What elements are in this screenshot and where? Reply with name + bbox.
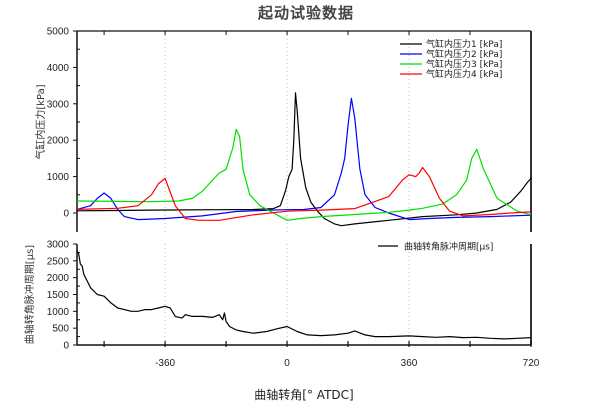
y-tick-label: 0 (63, 341, 69, 352)
x-tick-label: 720 (523, 358, 540, 369)
y-axis-label-lower: 曲轴转角脉冲周期[μs] (23, 245, 36, 344)
y-tick-label: 3000 (47, 99, 70, 110)
chart-title: 起动试验数据 (257, 4, 354, 22)
y-axis-label-upper: 气缸内压力[kPa] (34, 84, 47, 159)
y-tick-label: 1000 (47, 172, 70, 183)
y-tick-label: 1000 (47, 307, 70, 318)
series-line-3 (76, 128, 532, 221)
legend-label: 气缸内压力4 [kPa] (426, 68, 502, 80)
y-tick-label: 2000 (47, 136, 70, 147)
x-tick-label: 0 (284, 358, 290, 369)
legend-label: 气缸内压力2 [kPa] (426, 48, 502, 60)
y-tick-label: 1500 (47, 290, 70, 301)
legend-label: 曲轴转角脉冲周期[μs] (404, 241, 493, 253)
y-tick-label: 2000 (47, 273, 70, 284)
series-line-4 (76, 166, 532, 221)
legend-label: 气缸内压力3 [kPa] (426, 58, 502, 70)
y-tick-label: 0 (63, 209, 69, 220)
x-tick-label: -360 (155, 358, 175, 369)
x-tick-label: 360 (401, 358, 418, 369)
y-tick-label: 4000 (47, 63, 70, 74)
y-tick-label: 3000 (47, 240, 70, 251)
series-line-1 (76, 92, 532, 227)
legend-label: 气缸内压力1 [kPa] (426, 38, 502, 50)
y-tick-label: 5000 (47, 27, 70, 38)
lower-plot-pulse-period: 0 500 1000 1500 2000 2500 3000 -360 0 360 720 曲轴转角脉… (23, 240, 540, 370)
y-tick-label: 2500 (47, 256, 70, 267)
series-line-2 (76, 97, 532, 221)
y-tick-label: 500 (52, 324, 69, 335)
upper-plot-pressure: 0 1000 2000 3000 4000 5000 气缸内压力[kPa] 气缸内压力1 [k… (34, 27, 532, 232)
series-line-pulse-period (76, 250, 532, 340)
x-axis-label: 曲轴转角[° ATDC] (254, 388, 354, 402)
